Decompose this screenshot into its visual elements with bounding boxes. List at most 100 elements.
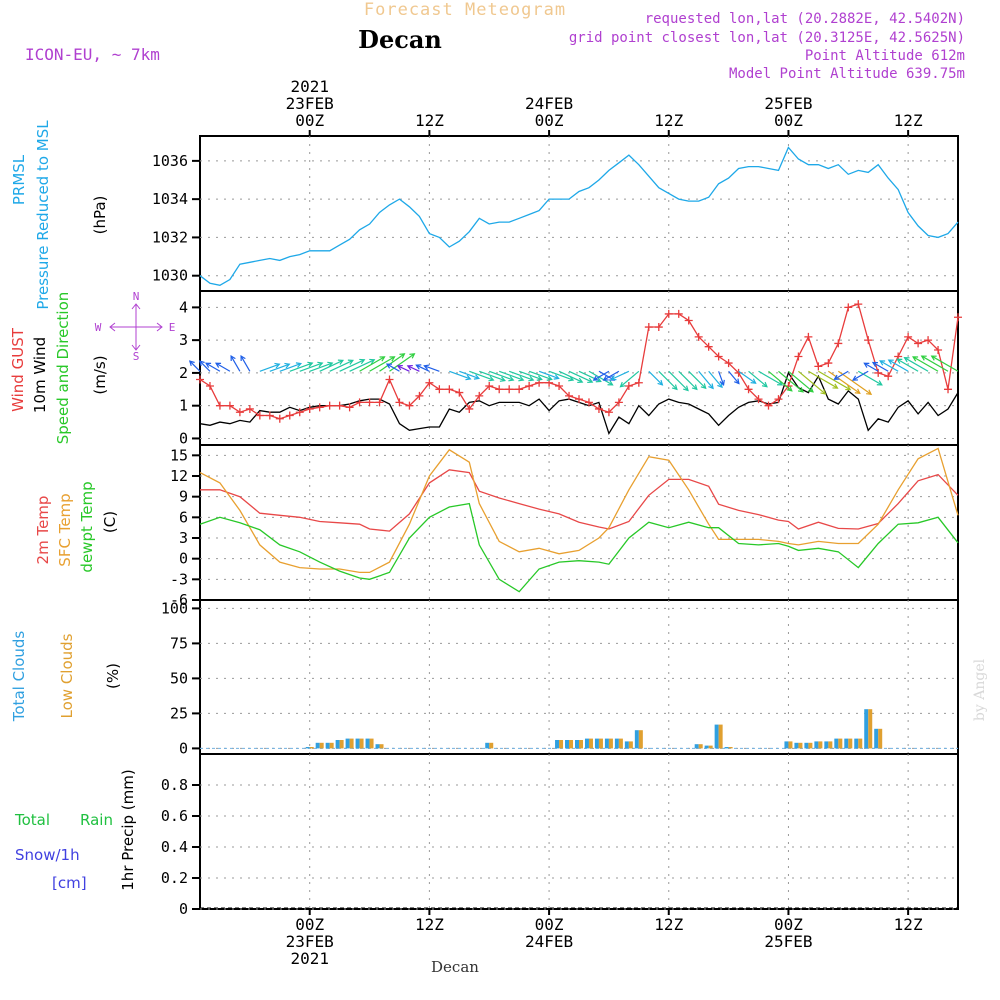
total-cloud-bar <box>305 747 310 749</box>
total-cloud-bar <box>565 740 570 749</box>
bottom-xtick-label: 25FEB <box>764 932 812 951</box>
wind-arrow-head <box>930 355 937 361</box>
gust-marker <box>604 408 613 417</box>
wind-arrow-head <box>777 380 784 386</box>
wind-ytick-label: 1 <box>179 397 188 415</box>
wind-arrow-head <box>389 356 396 362</box>
pressure-ytick-label: 1034 <box>152 190 188 208</box>
wind-arrow <box>469 370 494 381</box>
ms-unit-label: (m/s) <box>91 355 109 394</box>
wind-arrow <box>205 362 221 372</box>
clouds-ytick-label: 25 <box>170 704 188 722</box>
total-cloud-bar <box>624 741 629 749</box>
total-cloud-bar <box>634 730 639 749</box>
chart-title: Forecast Meteogram <box>364 0 566 20</box>
wind-arrow-head <box>536 375 543 381</box>
gust-marker <box>525 382 534 391</box>
wind-arrow <box>834 370 849 380</box>
low-cloud-bar <box>838 738 843 749</box>
wind-arrow-head <box>518 375 525 382</box>
wind-ytick-label: 4 <box>179 298 188 316</box>
model-point-altitude: Model Point Altitude 639.75m <box>729 66 965 82</box>
wind-arrow <box>528 370 552 381</box>
wind-arrow-head <box>396 364 403 371</box>
temperature-ytick-label: 12 <box>170 467 188 485</box>
wind-arrow-head <box>912 356 919 362</box>
precip-ytick-label: 0.8 <box>161 776 188 794</box>
wind-arrow-head <box>528 375 535 382</box>
wind-arrow-head <box>851 375 859 381</box>
low-cloud-bar <box>569 740 574 749</box>
gust-marker <box>345 403 354 412</box>
gust-marker <box>804 332 813 341</box>
total-cloud-bar <box>575 740 579 749</box>
dewpt-temp-label: dewpt Temp <box>78 481 96 572</box>
total-label: Total <box>14 811 50 829</box>
point-altitude: Point Altitude 612m <box>805 48 965 64</box>
pressure-line <box>199 146 959 286</box>
wind-arrow <box>808 370 838 389</box>
precip-unit-label: 1hr Precip (mm) <box>119 769 137 890</box>
wind-arrow <box>912 356 939 372</box>
gust-marker <box>215 401 224 410</box>
top-xtick-label: 12Z <box>654 111 683 130</box>
pressure-frame <box>199 135 959 292</box>
low-cloud-bar <box>798 742 803 749</box>
wind-arrow <box>738 370 756 384</box>
wind-arrow <box>708 370 723 388</box>
top-xtick-label: 12Z <box>415 111 444 130</box>
wind-arrow <box>397 365 410 372</box>
wind-arrow <box>718 371 725 386</box>
wind-arrow-head <box>592 375 599 381</box>
wind-arrow <box>648 370 663 386</box>
wind-arrow-head <box>734 378 740 385</box>
gust-marker <box>664 309 673 318</box>
gust-marker <box>295 408 304 417</box>
total-cloud-bar <box>604 738 609 749</box>
wind-arrow-head <box>807 386 814 393</box>
gust-marker <box>954 313 962 322</box>
wind-arrow-head <box>546 375 553 381</box>
total-cloud-bar <box>485 742 490 749</box>
clouds-ytick-label: 75 <box>170 634 188 652</box>
total-cloud-bar <box>784 741 789 749</box>
percent-unit-label: (%) <box>104 663 122 689</box>
wind-arrow-head <box>896 358 903 364</box>
wind-arrow-head <box>845 385 852 391</box>
total-clouds-label: Total Clouds <box>10 631 28 723</box>
wind-arrow <box>558 370 583 383</box>
wind-arrow-head <box>214 362 222 368</box>
wind-arrow-head <box>610 375 617 381</box>
gust-marker <box>744 385 753 394</box>
wind-arrow <box>407 365 420 372</box>
gust-marker <box>704 342 713 351</box>
low-cloud-bar <box>808 742 813 749</box>
gust-marker <box>475 391 484 400</box>
wind-arrow-head <box>750 378 757 384</box>
gust-marker <box>834 339 843 348</box>
sfc-temp-label: SFC Temp <box>56 493 74 566</box>
pressure-ytick-label: 1030 <box>152 267 188 285</box>
wind-arrow-head <box>499 376 506 382</box>
total-cloud-bar <box>844 738 849 749</box>
total-cloud-bar <box>824 741 829 749</box>
precip-ytick-label: 0 <box>179 900 188 918</box>
wind-arrow-head <box>379 356 386 362</box>
pressure-ytick-label: 1032 <box>152 228 188 246</box>
prmsl-label: PRMSL <box>10 154 28 205</box>
wind-ytick-label: 0 <box>179 429 188 447</box>
total-cloud-bar <box>814 741 819 749</box>
gust-marker <box>774 395 783 404</box>
wind-arrow-head <box>409 353 416 359</box>
wind-arrow-head <box>833 374 840 380</box>
gust-marker <box>565 391 574 400</box>
wind-arrow-head <box>307 361 314 368</box>
total-cloud-bar <box>375 744 380 749</box>
wind-arrow-head <box>327 361 334 368</box>
wind-arrow <box>499 370 524 381</box>
low-cloud-bar <box>858 738 863 749</box>
wind-arrow <box>538 370 559 379</box>
wind-arrow <box>269 363 290 372</box>
wind-arrow <box>548 370 574 381</box>
total-cloud-bar <box>555 740 560 749</box>
